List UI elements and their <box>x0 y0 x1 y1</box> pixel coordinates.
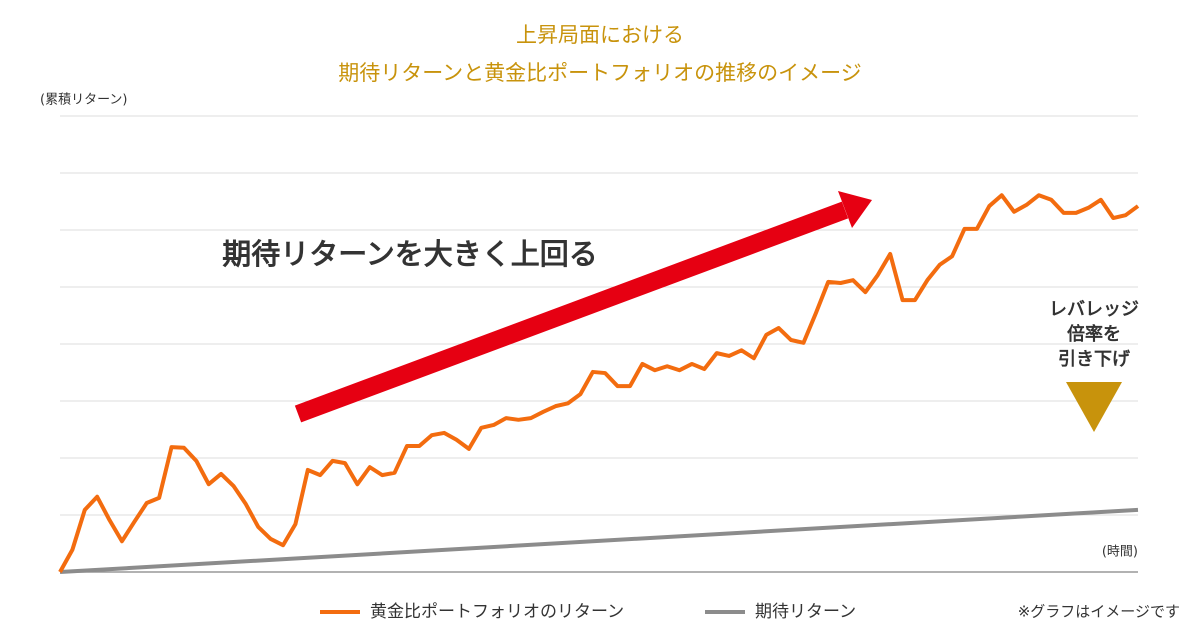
annotation: レバレッジ <box>1049 299 1139 320</box>
annotation: 期待リターンを大きく上回る <box>222 237 598 271</box>
note: ※グラフはイメージです <box>1018 603 1180 621</box>
x-axis-label: (時間) <box>1102 545 1138 560</box>
annotation: 倍率を <box>1067 323 1121 345</box>
title-line: 期待リターンと黄金比ポートフォリオの推移のイメージ <box>338 61 862 85</box>
plot <box>58 193 1140 574</box>
annotation: 引き下げ <box>1058 349 1131 370</box>
series-line <box>59 507 1139 574</box>
y-axis-label: (累積リターン) <box>40 93 128 108</box>
arrow <box>294 191 872 423</box>
title-line: 上昇局面における <box>516 23 684 47</box>
legend: 黄金比ポートフォリオのリターン 期待リターン <box>320 602 856 622</box>
grid <box>60 115 1138 573</box>
down-triangle <box>1066 382 1122 432</box>
series-line <box>58 193 1140 573</box>
legend-label: 期待リターン <box>755 602 856 622</box>
legend-label: 黄金比ポートフォリオのリターン <box>370 602 624 622</box>
